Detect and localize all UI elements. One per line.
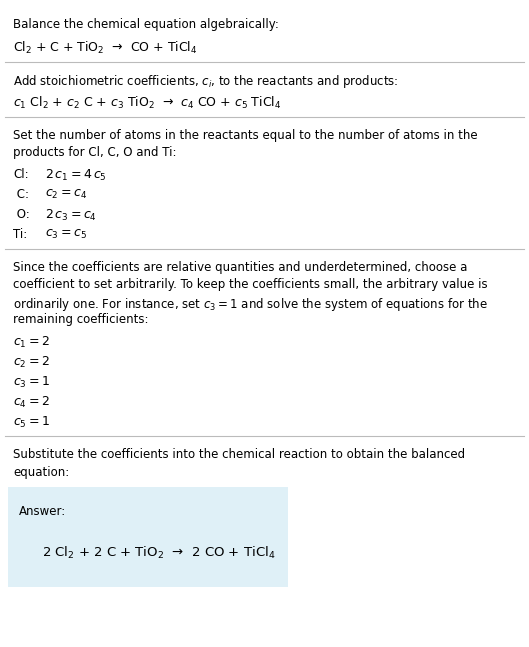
Text: $c_1 = 2$: $c_1 = 2$ bbox=[13, 335, 50, 350]
Text: ordinarily one. For instance, set $c_3 = 1$ and solve the system of equations fo: ordinarily one. For instance, set $c_3 =… bbox=[13, 296, 488, 313]
Text: Substitute the coefficients into the chemical reaction to obtain the balanced: Substitute the coefficients into the che… bbox=[13, 448, 465, 461]
Text: $2\,c_3 = c_4$: $2\,c_3 = c_4$ bbox=[45, 208, 97, 223]
Text: $c_2 = 2$: $c_2 = 2$ bbox=[13, 355, 50, 370]
Text: Ti:: Ti: bbox=[13, 228, 28, 241]
Text: equation:: equation: bbox=[13, 465, 69, 479]
Text: O:: O: bbox=[13, 208, 30, 221]
Text: Add stoichiometric coefficients, $c_i$, to the reactants and products:: Add stoichiometric coefficients, $c_i$, … bbox=[13, 74, 398, 91]
Text: $c_2 = c_4$: $c_2 = c_4$ bbox=[45, 188, 87, 201]
Text: coefficient to set arbitrarily. To keep the coefficients small, the arbitrary va: coefficient to set arbitrarily. To keep … bbox=[13, 278, 488, 292]
FancyBboxPatch shape bbox=[3, 485, 294, 589]
Text: $c_1$ Cl$_2$ + $c_2$ C + $c_3$ TiO$_2$  →  $c_4$ CO + $c_5$ TiCl$_4$: $c_1$ Cl$_2$ + $c_2$ C + $c_3$ TiO$_2$ →… bbox=[13, 95, 281, 111]
Text: 2 Cl$_2$ + 2 C + TiO$_2$  →  2 CO + TiCl$_4$: 2 Cl$_2$ + 2 C + TiO$_2$ → 2 CO + TiCl$_… bbox=[42, 545, 275, 561]
Text: Cl:: Cl: bbox=[13, 168, 29, 181]
Text: $2\,c_1 = 4\,c_5$: $2\,c_1 = 4\,c_5$ bbox=[45, 168, 107, 183]
Text: $c_5 = 1$: $c_5 = 1$ bbox=[13, 415, 50, 430]
Text: products for Cl, C, O and Ti:: products for Cl, C, O and Ti: bbox=[13, 146, 177, 160]
Text: Since the coefficients are relative quantities and underdetermined, choose a: Since the coefficients are relative quan… bbox=[13, 261, 468, 274]
Text: Balance the chemical equation algebraically:: Balance the chemical equation algebraica… bbox=[13, 18, 279, 31]
Text: $c_4 = 2$: $c_4 = 2$ bbox=[13, 395, 50, 410]
Text: $c_3 = 1$: $c_3 = 1$ bbox=[13, 375, 50, 390]
Text: C:: C: bbox=[13, 188, 29, 201]
Text: Cl$_2$ + C + TiO$_2$  →  CO + TiCl$_4$: Cl$_2$ + C + TiO$_2$ → CO + TiCl$_4$ bbox=[13, 39, 197, 56]
Text: $c_3 = c_5$: $c_3 = c_5$ bbox=[45, 228, 87, 241]
Text: Answer:: Answer: bbox=[19, 505, 67, 518]
Text: Set the number of atoms in the reactants equal to the number of atoms in the: Set the number of atoms in the reactants… bbox=[13, 129, 478, 142]
Text: remaining coefficients:: remaining coefficients: bbox=[13, 314, 149, 327]
